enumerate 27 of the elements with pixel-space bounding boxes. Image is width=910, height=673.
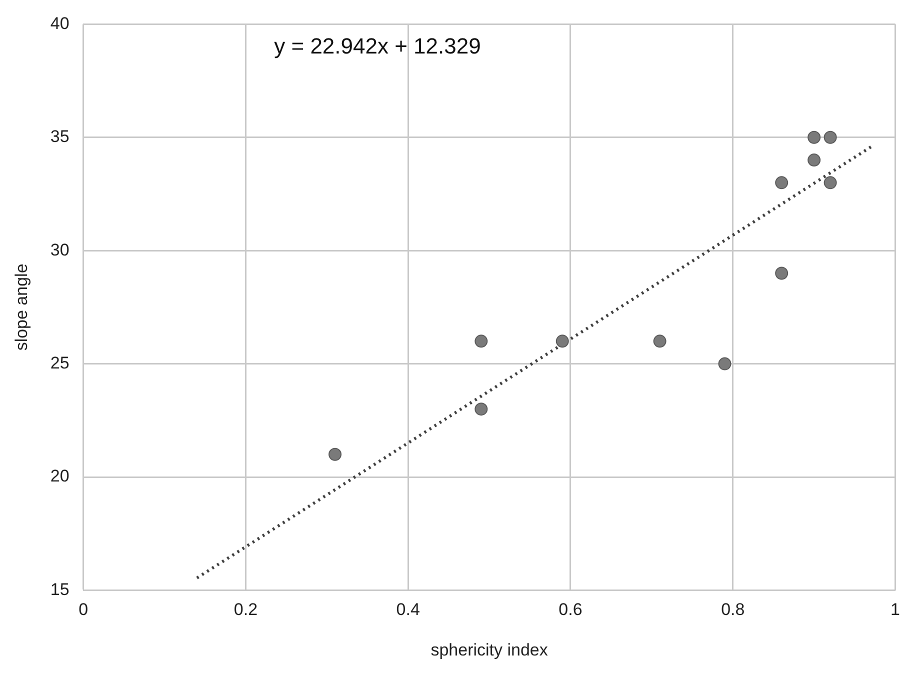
x-tick-label: 0.6: [558, 600, 582, 620]
y-tick-label: 15: [50, 580, 70, 599]
point: [328, 448, 342, 461]
y-axis-title: slope angle: [12, 264, 31, 351]
y-tick-label: 35: [50, 127, 70, 146]
y-tick-label: 30: [50, 240, 70, 260]
point: [474, 402, 488, 416]
x-tick-label: 0.8: [721, 600, 745, 620]
point: [824, 130, 837, 144]
y-tick-label: 25: [50, 353, 70, 372]
x-tick-label: 1: [890, 600, 900, 620]
point: [556, 334, 569, 348]
point: [808, 130, 821, 144]
y-tick-label: 20: [50, 466, 70, 486]
y-tick-label: 40: [50, 14, 70, 33]
point: [474, 334, 488, 348]
x-axis-title: sphericity index: [430, 640, 548, 660]
annotation: y = 22.942x + 12.329: [274, 33, 481, 58]
point: [808, 154, 821, 167]
point: [653, 334, 666, 348]
point: [718, 357, 732, 370]
point: [775, 176, 788, 190]
x-tick-label: 0.4: [396, 600, 420, 620]
point: [775, 266, 788, 280]
x-tick-label: 0: [78, 600, 88, 620]
point: [824, 176, 837, 190]
x-tick-label: 0.2: [234, 600, 258, 620]
